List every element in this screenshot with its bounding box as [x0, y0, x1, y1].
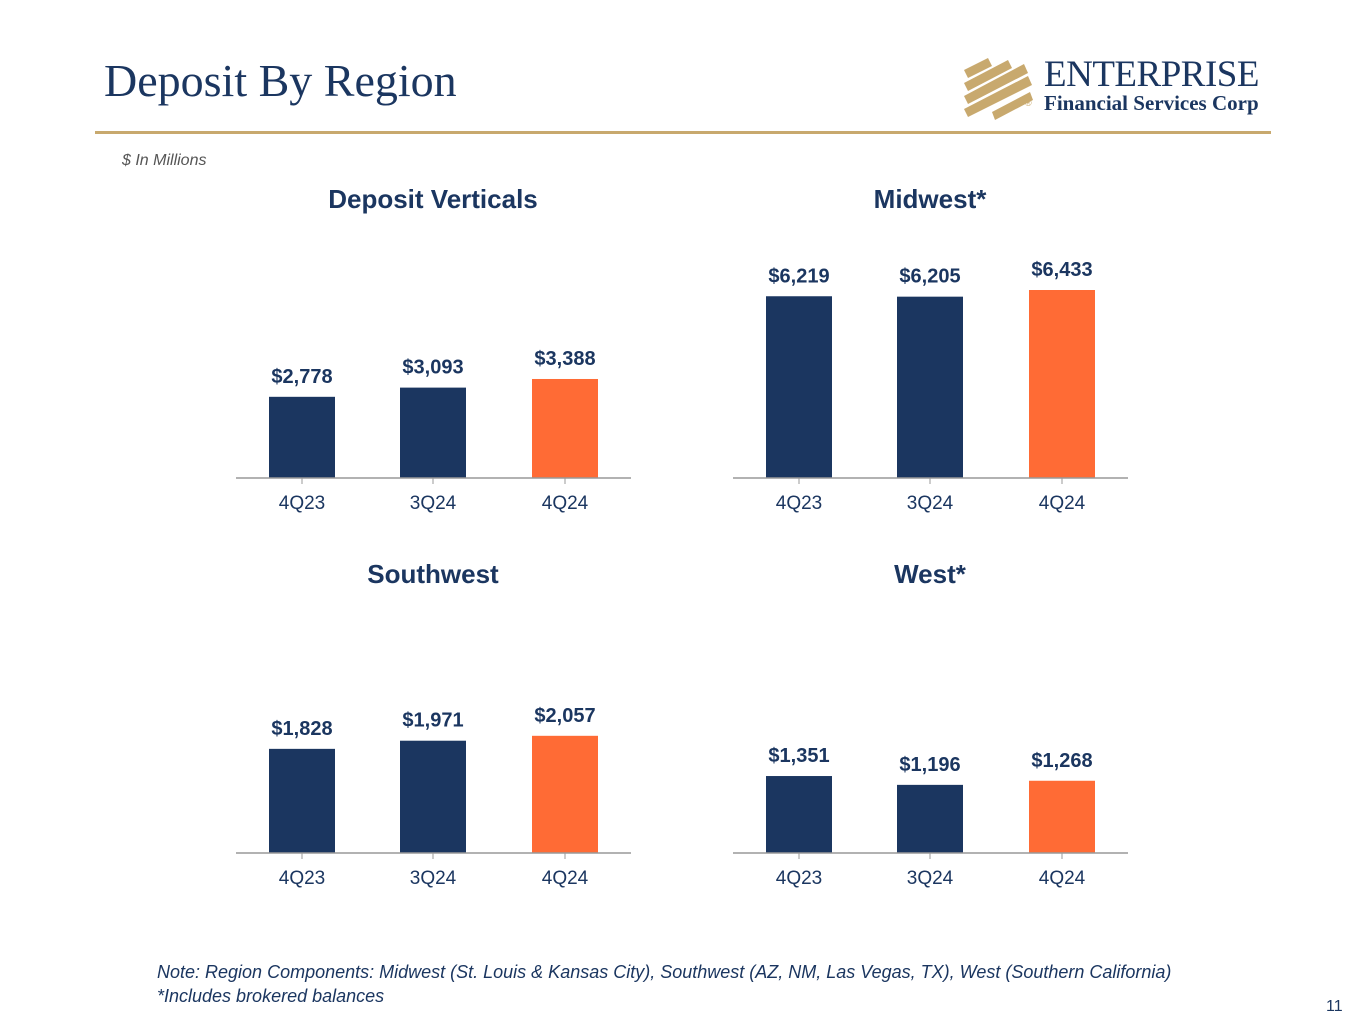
page-number: 11	[1326, 998, 1343, 1015]
chart-deposit-verticals: Deposit Verticals $2,778 4Q23 $3,093 3Q24 $3,…	[225, 175, 645, 535]
x-tick-label: 4Q23	[776, 868, 822, 889]
data-label: $1,828	[271, 718, 332, 740]
chart-southwest: Southwest $1,828 4Q23 $1,971 3Q24 $2,057 4Q24	[225, 550, 645, 910]
page-title: Deposit By Region	[104, 55, 457, 106]
bar-4q24	[532, 378, 598, 478]
x-tick-label: 4Q23	[279, 493, 325, 514]
chart-title: Midwest*	[874, 184, 988, 214]
bar-3q24	[400, 387, 466, 478]
footnote-region-components: Note: Region Components: Midwest (St. Lo…	[157, 962, 1172, 982]
company-logo: ENTERPRISE Financial Services Corp ®	[962, 54, 1274, 124]
chart-title: Deposit Verticals	[328, 184, 538, 214]
chart-svg: Southwest $1,828 4Q23 $1,971 3Q24 $2,057 4Q24	[236, 559, 631, 889]
x-tick-label: 3Q24	[907, 493, 954, 514]
chart-title: Southwest	[367, 559, 499, 589]
x-tick-label: 4Q24	[1039, 868, 1086, 889]
bar-3q24	[400, 740, 466, 853]
x-tick-label: 4Q23	[776, 493, 822, 514]
footnote-brokered: *Includes brokered balances	[157, 986, 385, 1006]
bar-4q23	[766, 776, 832, 853]
x-tick-label: 4Q23	[279, 868, 325, 889]
data-label: $2,057	[534, 705, 595, 727]
units-note: $ In Millions	[122, 152, 207, 169]
bar-4q23	[269, 396, 335, 478]
bar-4q24	[532, 735, 598, 853]
x-tick-label: 4Q24	[1039, 493, 1086, 514]
data-label: $3,093	[402, 357, 463, 379]
chart-svg: Midwest* $6,219 4Q23 $6,205 3Q24 $6,433 4Q24	[733, 184, 1128, 514]
bar-3q24	[897, 296, 963, 478]
bar-4q23	[269, 748, 335, 853]
bar-4q24	[1029, 780, 1095, 853]
bar-4q23	[766, 296, 832, 478]
chart-title: West*	[894, 559, 967, 589]
data-label: $6,433	[1031, 259, 1092, 281]
data-label: $1,196	[899, 754, 960, 776]
data-label: $1,971	[402, 710, 463, 732]
logo-subtitle: Financial Services Corp	[1044, 91, 1259, 115]
data-label: $2,778	[271, 366, 332, 388]
chart-svg: West* $1,351 4Q23 $1,196 3Q24 $1,268 4Q24	[733, 559, 1128, 889]
data-label: $3,388	[534, 348, 595, 370]
data-label: $6,219	[768, 265, 829, 287]
x-tick-label: 3Q24	[410, 868, 457, 889]
x-tick-label: 4Q24	[542, 493, 589, 514]
bar-3q24	[897, 784, 963, 853]
x-tick-label: 3Q24	[907, 868, 954, 889]
logo-mark-icon	[964, 58, 1033, 120]
chart-midwest: Midwest* $6,219 4Q23 $6,205 3Q24 $6,433 4Q24	[722, 175, 1142, 535]
logo-name: ENTERPRISE	[1044, 54, 1259, 95]
data-label: $1,351	[768, 745, 829, 767]
x-tick-label: 4Q24	[542, 868, 589, 889]
title-divider	[95, 131, 1271, 134]
logo-registered-mark: ®	[1025, 98, 1032, 108]
bar-4q24	[1029, 290, 1095, 478]
footnote: Note: Region Components: Midwest (St. Lo…	[157, 960, 1171, 1008]
chart-svg: Deposit Verticals $2,778 4Q23 $3,093 3Q24 $3,…	[236, 184, 631, 514]
data-label: $1,268	[1031, 750, 1092, 772]
data-label: $6,205	[899, 266, 960, 288]
x-tick-label: 3Q24	[410, 493, 457, 514]
chart-west: West* $1,351 4Q23 $1,196 3Q24 $1,268 4Q24	[722, 550, 1142, 910]
